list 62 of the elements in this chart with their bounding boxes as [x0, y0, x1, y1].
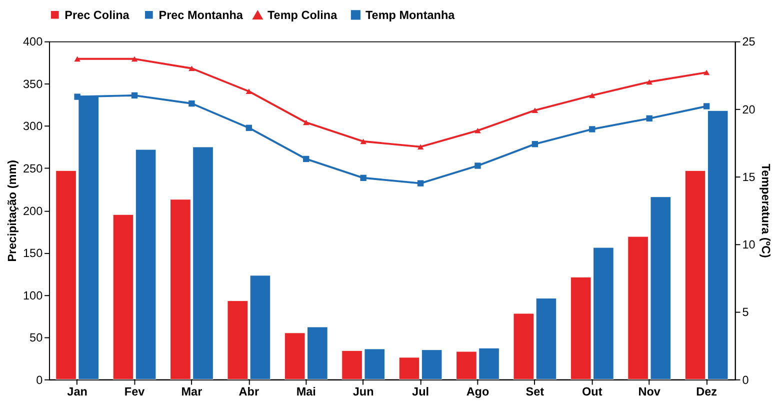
point — [303, 120, 310, 126]
point — [131, 92, 138, 99]
x-tick-label: Jan — [67, 386, 88, 399]
point — [360, 138, 366, 144]
y2-axis-title: Temperatura (ºC) — [759, 164, 772, 258]
point — [703, 103, 710, 110]
x-tick-label: Mai — [296, 386, 316, 399]
point — [246, 88, 252, 94]
y-tick-label: 350 — [23, 78, 44, 91]
x-tick-label: Dez — [696, 386, 718, 399]
point — [474, 162, 481, 169]
x-tick-label: Set — [526, 386, 544, 399]
y-tick-label: 200 — [23, 204, 44, 218]
x-tick-label: Ago — [466, 386, 490, 399]
bar — [112, 214, 134, 380]
point — [589, 126, 596, 132]
point — [188, 66, 195, 72]
point — [74, 56, 80, 62]
point — [532, 108, 538, 113]
y2-tick-label: 20 — [742, 103, 756, 116]
legend-label: Prec Montanha — [158, 8, 244, 22]
legend-label: Temp Montanha — [365, 8, 456, 22]
y2-tick-label: 25 — [742, 36, 756, 49]
point — [131, 56, 138, 62]
y-tick-label: 300 — [23, 120, 44, 134]
legend-label: Temp Colina — [267, 9, 338, 22]
x-tick-label: Nov — [638, 386, 661, 399]
point — [417, 180, 424, 186]
point — [246, 124, 252, 131]
bar — [684, 170, 706, 380]
point — [474, 128, 481, 134]
point — [303, 156, 310, 162]
point — [74, 94, 80, 100]
y2-tick-label: 15 — [742, 170, 756, 184]
y-axis-title: Precipitação (mm) — [6, 160, 20, 262]
legend-label: Prec Colina — [64, 8, 130, 22]
point — [646, 79, 652, 85]
point — [646, 115, 652, 122]
y2-tick-label: 0 — [742, 374, 750, 387]
y-tick-label: 100 — [23, 289, 44, 302]
bar — [421, 350, 442, 380]
x-tick-label: Out — [582, 386, 602, 399]
point — [532, 140, 538, 148]
y-tick-label: 50 — [30, 332, 44, 345]
point — [589, 92, 596, 98]
x-tick-label: Jul — [412, 386, 430, 399]
point — [188, 100, 195, 107]
x-tick-label: Jun — [352, 386, 374, 399]
bar — [398, 357, 420, 380]
point — [703, 70, 710, 76]
x-tick-label: Mar — [181, 386, 203, 399]
bar — [135, 149, 156, 380]
y2-tick-label: 5 — [742, 306, 750, 320]
x-tick-label: Abr — [238, 386, 260, 399]
x-tick-label: Fev — [124, 386, 146, 399]
point — [417, 144, 424, 150]
y-tick-label: 250 — [23, 162, 44, 176]
y2-tick-label: 10 — [742, 238, 756, 252]
y-tick-label: 150 — [23, 247, 44, 260]
point — [360, 174, 366, 181]
y-tick-label: 400 — [23, 36, 44, 49]
y-tick-label: 0 — [36, 374, 44, 387]
